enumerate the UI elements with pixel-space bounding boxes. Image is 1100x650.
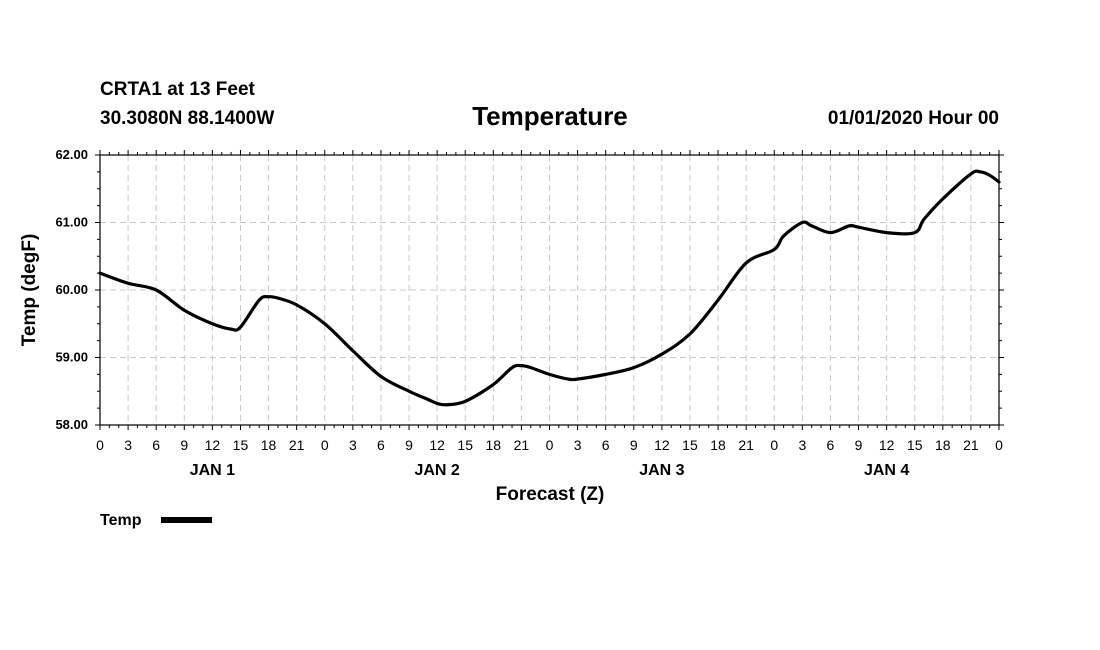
series-line-temp [98,169,1001,407]
x-tick-label: 18 [935,437,951,453]
x-tick-label: 15 [682,437,698,453]
y-tick-label: 59.00 [55,350,88,365]
x-tick-label: 12 [429,437,445,453]
x-tick-label: 21 [289,437,305,453]
chart-title: Temperature [472,101,628,131]
x-tick-label: 6 [827,437,835,453]
x-tick-label: 0 [96,437,104,453]
x-tick-label: 12 [205,437,221,453]
x-tick-label: 3 [349,437,357,453]
x-tick-label: 0 [770,437,778,453]
forecast-datetime: 01/01/2020 Hour 00 [828,108,999,129]
day-label: JAN 2 [414,462,459,479]
x-tick-label: 6 [602,437,610,453]
grid-lines [100,155,999,425]
day-label: JAN 1 [190,462,235,479]
x-axis-tick-labels: 0 3 6 9 12 15 18 21 0 3 6 9 12 15 18 21 0 3 6 9 12 15 18 21 0 3 6 9… [96,437,1003,453]
x-axis-label: Forecast (Z) [496,484,605,505]
x-tick-label: 9 [630,437,638,453]
x-tick-label: 0 [321,437,329,453]
x-tick-label: 18 [261,437,277,453]
x-tick-label: 0 [546,437,554,453]
station-label: CRTA1 at 13 Feet [100,79,256,100]
x-tick-label: 18 [486,437,502,453]
x-tick-label: 6 [377,437,385,453]
x-tick-label: 9 [180,437,188,453]
y-axis-label: Temp (degF) [19,234,40,347]
day-label: JAN 4 [864,462,909,479]
day-label: JAN 3 [639,462,684,479]
y-tick-label: 62.00 [55,147,88,162]
x-tick-label: 15 [907,437,923,453]
x-tick-label: 15 [233,437,249,453]
x-tick-label: 3 [124,437,132,453]
series-layer [98,169,1001,407]
x-tick-label: 12 [879,437,895,453]
legend: Temp [100,512,212,529]
x-tick-label: 21 [738,437,754,453]
x-tick-label: 9 [855,437,863,453]
x-tick-label: 12 [654,437,670,453]
x-tick-label: 6 [152,437,160,453]
x-tick-label: 21 [514,437,530,453]
legend-label-temp: Temp [100,512,142,529]
x-tick-label: 18 [710,437,726,453]
x-tick-label: 3 [798,437,806,453]
x-tick-label: 21 [963,437,979,453]
y-axis-tick-labels: 58.00 59.00 60.00 61.00 62.00 [55,147,88,432]
x-tick-label: 0 [995,437,1003,453]
coordinates-label: 30.3080N 88.1400W [100,108,274,129]
day-labels: JAN 1 JAN 2 JAN 3 JAN 4 [190,462,910,479]
y-tick-label: 58.00 [55,417,88,432]
axis-ticks [95,150,1004,430]
y-tick-label: 61.00 [55,215,88,230]
x-tick-label: 3 [574,437,582,453]
x-tick-label: 15 [457,437,473,453]
y-tick-label: 60.00 [55,282,88,297]
x-tick-label: 9 [405,437,413,453]
